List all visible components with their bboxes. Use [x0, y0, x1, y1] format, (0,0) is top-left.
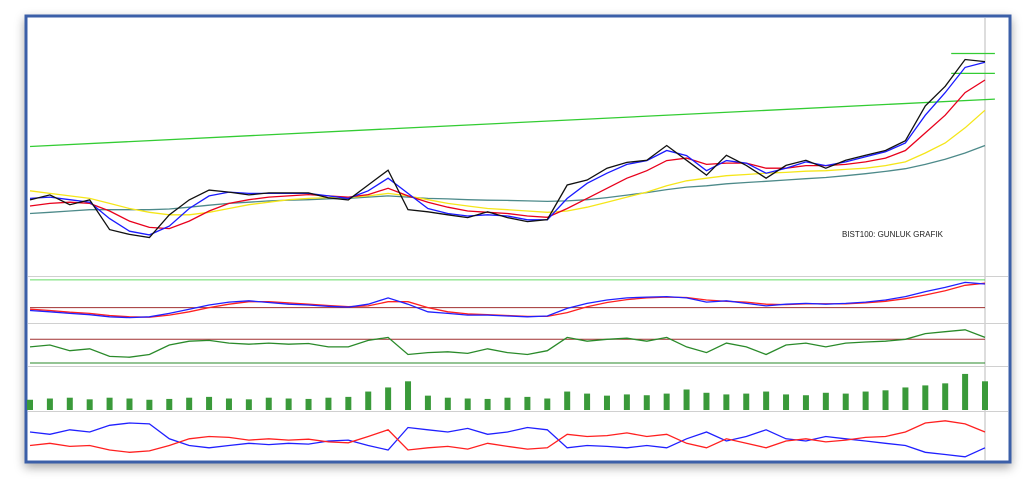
volume-bar	[822, 392, 829, 410]
volume-bar	[206, 396, 213, 410]
series-line	[29, 58, 986, 239]
volume-bar	[444, 397, 451, 410]
volume-bar	[66, 397, 73, 410]
series-line	[29, 109, 986, 216]
volume-bar	[842, 393, 849, 410]
volume-bar	[424, 395, 431, 410]
volume-bar	[922, 385, 929, 410]
volume-bar	[504, 397, 511, 410]
volume-bar	[345, 396, 352, 410]
volume-bar	[802, 395, 809, 410]
volume-bar	[603, 395, 610, 410]
volume-bar	[743, 393, 750, 410]
volume-bar	[405, 381, 412, 410]
volume-bar	[623, 394, 630, 410]
series-line	[29, 98, 995, 148]
volume-bar	[643, 395, 650, 410]
volume-bar	[325, 397, 332, 410]
volume-bar	[942, 383, 949, 410]
volume-bar	[285, 398, 292, 410]
volume-bar	[305, 398, 312, 410]
volume-bar	[186, 397, 193, 410]
volume-bar	[166, 398, 173, 410]
volume-bar	[126, 398, 133, 410]
volume-bar	[982, 381, 988, 410]
volume-bar	[723, 394, 730, 410]
volume-bar	[365, 391, 372, 410]
volume-bar	[902, 387, 909, 410]
volume-bar	[27, 399, 33, 410]
volume-bar	[46, 398, 53, 410]
series-line	[29, 144, 986, 215]
volume-bar	[882, 390, 889, 410]
volume-bar	[146, 399, 153, 410]
volume-bar	[106, 397, 113, 410]
volume-bar	[703, 392, 710, 410]
chart-title: BIST100: GUNLUK GRAFIK	[842, 230, 944, 239]
volume-bar	[484, 398, 491, 410]
volume-bar	[544, 398, 551, 410]
series-line	[29, 329, 986, 358]
series-line	[29, 420, 986, 453]
volume-bar	[584, 393, 591, 410]
volume-bar	[225, 398, 232, 410]
volume-bar	[564, 391, 571, 410]
volume-bar	[763, 391, 770, 410]
volume-bar	[524, 396, 531, 410]
volume-bar	[385, 387, 392, 410]
series-line	[29, 422, 986, 458]
volume-bar	[962, 373, 969, 410]
series-line	[29, 61, 986, 236]
volume-bar	[663, 393, 670, 410]
volume-bar	[464, 398, 471, 410]
volume-bar	[783, 394, 790, 410]
volume-bar	[862, 391, 869, 410]
volume-bar	[265, 397, 272, 410]
frame	[24, 14, 1012, 464]
volume-bar	[245, 399, 252, 410]
volume-bar	[683, 389, 690, 410]
series-line	[29, 281, 986, 319]
volume-bar	[86, 399, 93, 410]
